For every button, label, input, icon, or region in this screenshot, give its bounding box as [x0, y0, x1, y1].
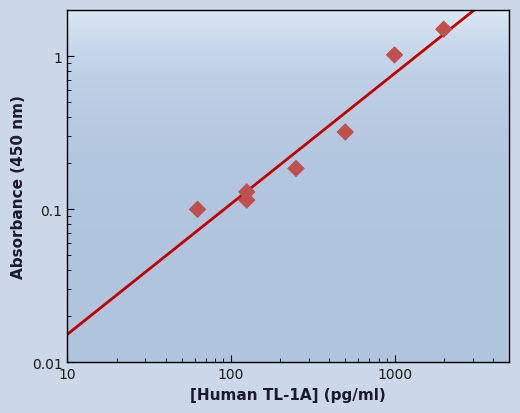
Point	[243, 189, 251, 196]
Point	[243, 197, 251, 204]
Point	[193, 206, 202, 213]
Point	[341, 129, 349, 136]
Point	[292, 166, 300, 172]
Point	[391, 52, 399, 59]
X-axis label: [Human TL-1A] (pg/ml): [Human TL-1A] (pg/ml)	[190, 387, 386, 402]
Y-axis label: Absorbance (450 nm): Absorbance (450 nm)	[11, 95, 26, 278]
Point	[439, 27, 448, 33]
